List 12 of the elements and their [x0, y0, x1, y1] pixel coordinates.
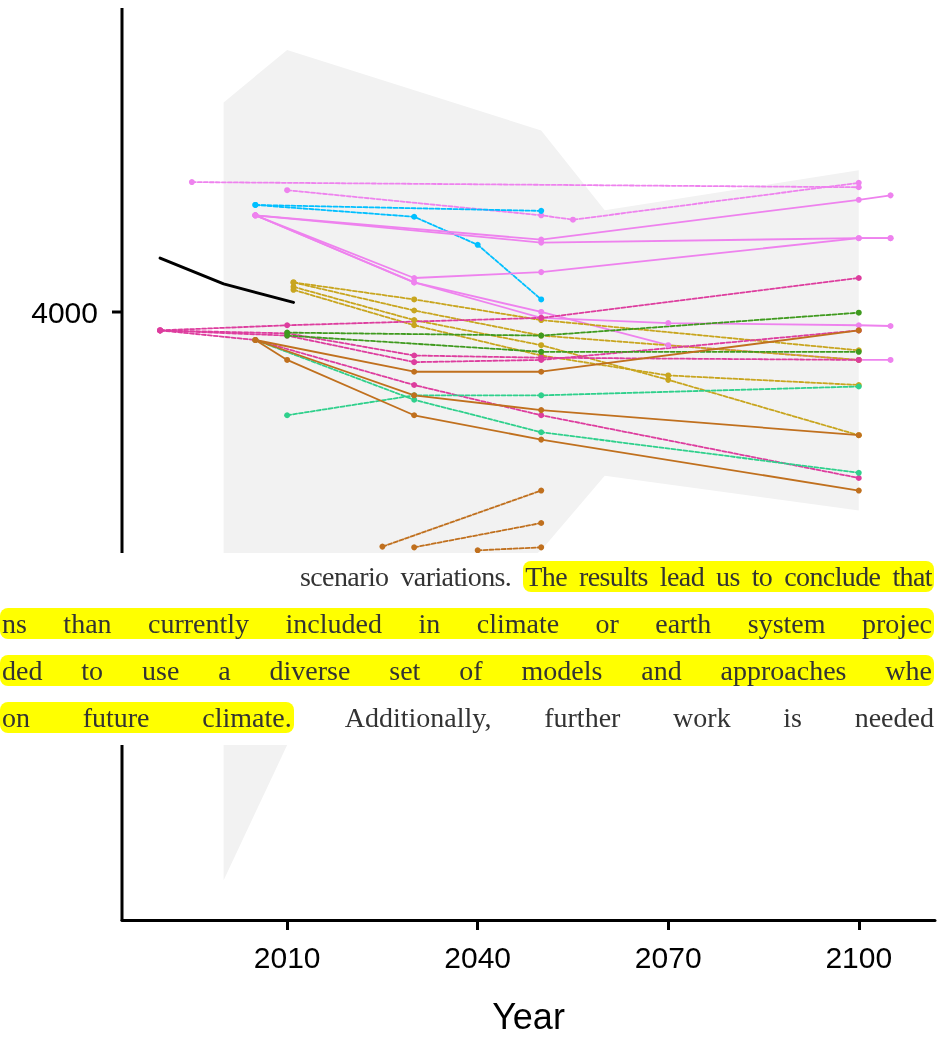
annotation: Additionally, further work is needed — [344, 702, 934, 733]
x-tick-label: 2010 — [253, 940, 321, 974]
x-tick-label: 2070 — [634, 940, 702, 974]
x-axis-title: Year — [492, 995, 565, 1037]
annotation: ded to use a diverse set of models and approaches whe — [0, 655, 934, 686]
annotation: The results lead us to conclude that — [523, 561, 934, 592]
x-tick-label: 2100 — [825, 940, 893, 974]
annotation: scenario variations. — [300, 561, 512, 592]
text: 4000 — [31, 295, 98, 329]
x-tick-label: 2040 — [444, 940, 512, 974]
annotation: on future climate. — [0, 702, 294, 733]
annotation: ns than currently included in climate or earth system projec — [0, 608, 934, 639]
